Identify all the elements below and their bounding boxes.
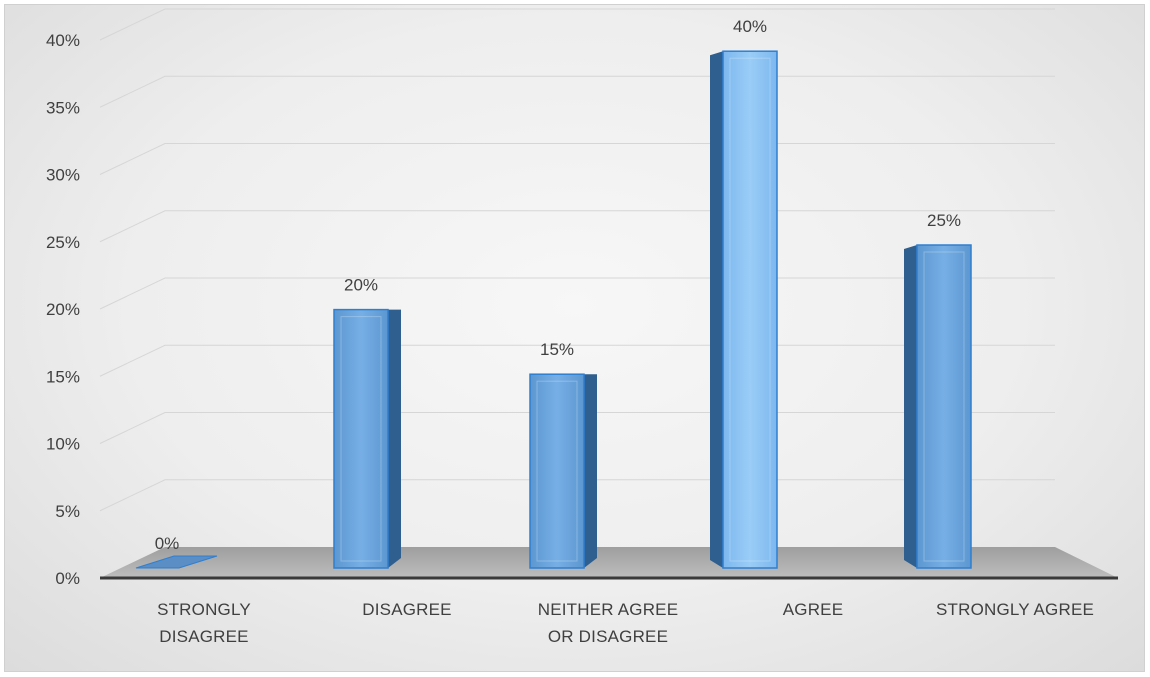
bar-side bbox=[388, 309, 401, 568]
y-tick-label: 35% bbox=[46, 98, 80, 117]
y-tick-label: 15% bbox=[46, 367, 80, 386]
y-tick-label: 40% bbox=[46, 31, 80, 50]
x-category-label: DISAGREE bbox=[362, 600, 451, 619]
x-category-label: DISAGREE bbox=[159, 627, 248, 646]
bar bbox=[710, 50, 778, 569]
data-label: 15% bbox=[540, 340, 574, 359]
x-category-label: OR DISAGREE bbox=[548, 627, 668, 646]
bar-front bbox=[333, 308, 389, 569]
gridline bbox=[99, 75, 1055, 108]
data-label: 20% bbox=[344, 276, 378, 295]
y-tick-label: 25% bbox=[46, 233, 80, 252]
data-labels: 0% 20% 15% 40% 25% bbox=[155, 17, 961, 553]
bar-side bbox=[710, 51, 723, 568]
y-tick-label: 10% bbox=[46, 435, 80, 454]
data-label: 25% bbox=[927, 211, 961, 230]
gridline bbox=[99, 210, 1055, 243]
bar-side bbox=[584, 374, 597, 568]
bar-side bbox=[904, 245, 917, 568]
bars bbox=[135, 50, 972, 569]
data-label: 0% bbox=[155, 534, 180, 553]
x-axis-categories: STRONGLY DISAGREE DISAGREE NEITHER AGREE OR … bbox=[157, 600, 1094, 646]
y-tick-label: 20% bbox=[46, 300, 80, 319]
x-category-label: STRONGLY AGREE bbox=[936, 600, 1094, 619]
bar-front bbox=[722, 50, 778, 569]
bar bbox=[529, 373, 597, 569]
bar-front bbox=[529, 373, 585, 569]
bar bbox=[135, 555, 218, 569]
bar bbox=[904, 244, 972, 569]
x-category-label: STRONGLY bbox=[157, 600, 251, 619]
y-tick-label: 5% bbox=[55, 502, 80, 521]
gridline bbox=[99, 8, 1055, 41]
y-tick-label: 0% bbox=[55, 569, 80, 588]
bar-bevel bbox=[536, 380, 578, 562]
gridline bbox=[99, 143, 1055, 175]
data-label: 40% bbox=[733, 17, 767, 36]
y-axis-ticks: 0% 5% 10% 15% 20% 25% 30% 35% 40% bbox=[46, 31, 80, 588]
x-category-label: AGREE bbox=[783, 600, 844, 619]
bar bbox=[333, 308, 401, 569]
y-tick-label: 30% bbox=[46, 166, 80, 185]
bar-bevel bbox=[923, 251, 965, 562]
bar-bevel bbox=[340, 316, 382, 562]
x-category-label: NEITHER AGREE bbox=[538, 600, 679, 619]
bar-zero-cap bbox=[135, 555, 218, 569]
bar-bevel bbox=[729, 57, 771, 562]
bar-front bbox=[916, 244, 972, 569]
